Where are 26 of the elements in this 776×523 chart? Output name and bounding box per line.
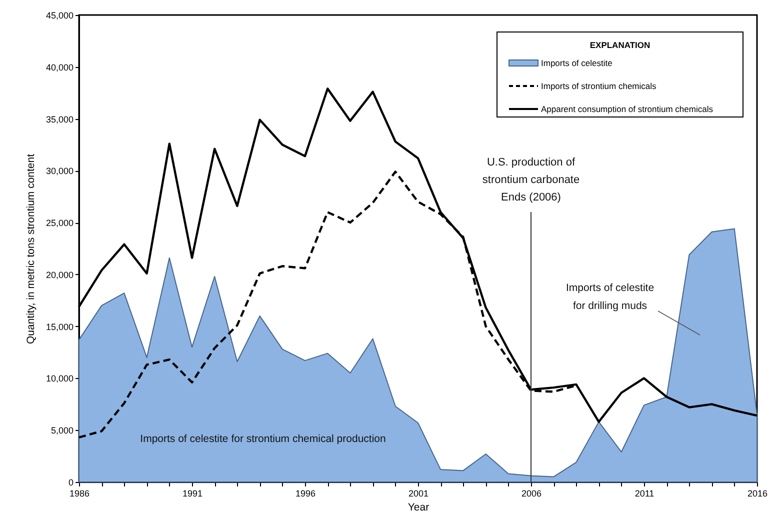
y-tick-label: 30,000 xyxy=(46,166,74,176)
y-tick-label: 15,000 xyxy=(46,322,74,332)
annotation: Imports of celestite for drilling muds xyxy=(566,282,654,312)
x-tick-label: 1986 xyxy=(69,488,90,498)
y-tick-label: 20,000 xyxy=(46,270,74,280)
y-tick-label: 5,000 xyxy=(50,426,74,436)
x-tick-label: 1996 xyxy=(295,488,316,498)
x-tick-label: 2006 xyxy=(521,488,542,498)
ref-line-label: U.S. production of strontium carbonate Ends (2006) xyxy=(482,156,580,204)
legend-label: Imports of celestite xyxy=(541,58,613,68)
x-tick-label: 1991 xyxy=(182,488,203,498)
y-tick-label: 0 xyxy=(68,478,74,488)
y-tick-label: 35,000 xyxy=(46,114,74,124)
x-tick-label: 2011 xyxy=(634,488,654,498)
y-tick-label: 40,000 xyxy=(46,62,74,72)
y-tick-label: 45,000 xyxy=(46,10,74,20)
y-tick-label: 10,000 xyxy=(46,374,74,384)
legend-label: Imports of strontium chemicals xyxy=(541,81,656,91)
x-tick-label: 2016 xyxy=(747,488,768,498)
x-axis-title: Year xyxy=(408,502,430,514)
y-tick-label: 25,000 xyxy=(46,218,74,228)
annotation: Imports of celestite for strontium chemical production xyxy=(140,433,386,445)
legend-title: EXPLANATION xyxy=(590,40,650,50)
legend-label: Apparent consumption of strontium chemicals xyxy=(541,104,713,114)
y-axis-title: Quantity, in metric tons strontium content xyxy=(24,154,37,344)
x-tick-label: 2001 xyxy=(408,488,429,498)
